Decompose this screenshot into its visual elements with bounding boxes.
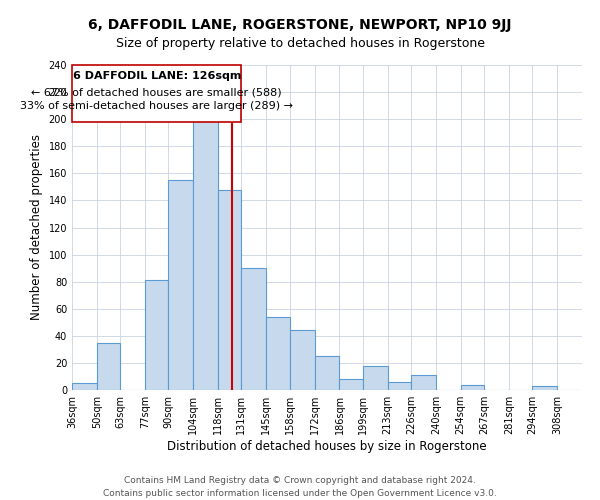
Bar xyxy=(362,366,388,390)
Bar xyxy=(72,383,97,390)
Bar xyxy=(218,190,241,390)
Bar xyxy=(168,180,193,390)
Bar xyxy=(314,356,340,390)
Text: Size of property relative to detached houses in Rogerstone: Size of property relative to detached ho… xyxy=(115,38,485,51)
Bar xyxy=(266,317,290,390)
Y-axis label: Number of detached properties: Number of detached properties xyxy=(30,134,43,320)
Text: 6, DAFFODIL LANE, ROGERSTONE, NEWPORT, NP10 9JJ: 6, DAFFODIL LANE, ROGERSTONE, NEWPORT, N… xyxy=(88,18,512,32)
Bar xyxy=(388,382,411,390)
Bar xyxy=(532,386,557,390)
Bar xyxy=(97,342,120,390)
Bar xyxy=(241,268,266,390)
Text: 6 DAFFODIL LANE: 126sqm: 6 DAFFODIL LANE: 126sqm xyxy=(73,72,241,82)
Text: Contains HM Land Registry data © Crown copyright and database right 2024.
Contai: Contains HM Land Registry data © Crown c… xyxy=(103,476,497,498)
Text: ← 67% of detached houses are smaller (588): ← 67% of detached houses are smaller (58… xyxy=(31,87,282,97)
Bar xyxy=(461,384,484,390)
FancyBboxPatch shape xyxy=(72,65,241,122)
Bar xyxy=(340,379,362,390)
Bar xyxy=(290,330,314,390)
Bar xyxy=(145,280,168,390)
Bar xyxy=(411,375,436,390)
X-axis label: Distribution of detached houses by size in Rogerstone: Distribution of detached houses by size … xyxy=(167,440,487,453)
Bar xyxy=(193,118,218,390)
Text: 33% of semi-detached houses are larger (289) →: 33% of semi-detached houses are larger (… xyxy=(20,101,293,111)
